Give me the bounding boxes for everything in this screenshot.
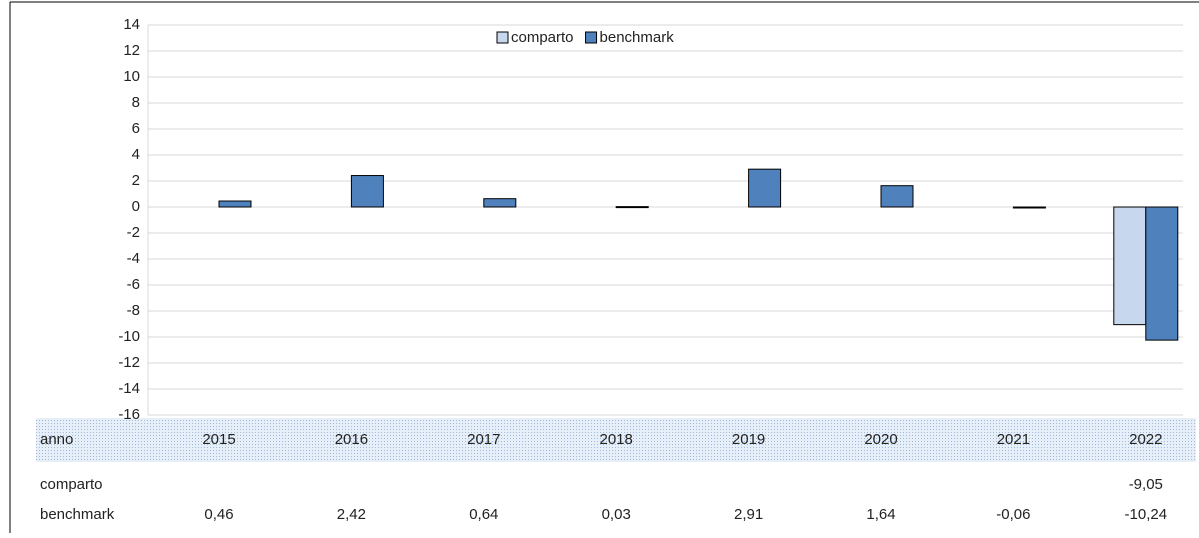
y-tick-label: 0 — [132, 198, 140, 215]
table-header-band — [36, 418, 1196, 462]
y-tick-label: -2 — [127, 224, 140, 241]
table-header: anno — [40, 431, 73, 448]
table-row-label: comparto — [40, 476, 103, 493]
table-year: 2020 — [864, 431, 897, 448]
table-value: -9,05 — [1129, 476, 1163, 493]
bar — [615, 206, 649, 209]
table-value: 1,64 — [866, 506, 895, 523]
bar — [1113, 206, 1147, 326]
y-tick-label: -10 — [118, 328, 140, 345]
table-year: 2015 — [202, 431, 235, 448]
legend-label: benchmark — [600, 29, 675, 46]
y-tick-label: -14 — [118, 380, 140, 397]
y-tick-label: 12 — [123, 42, 140, 59]
legend-label: comparto — [511, 29, 574, 46]
table-value: 2,91 — [734, 506, 763, 523]
legend-swatch — [585, 31, 598, 44]
table-year: 2022 — [1129, 431, 1162, 448]
y-tick-label: 8 — [132, 94, 140, 111]
table-value: -0,06 — [996, 506, 1030, 523]
bar — [483, 198, 517, 208]
table-value: 2,42 — [337, 506, 366, 523]
bar — [1012, 206, 1046, 209]
table-year: 2017 — [467, 431, 500, 448]
y-tick-label: -6 — [127, 276, 140, 293]
y-tick-label: -8 — [127, 302, 140, 319]
table-year: 2021 — [997, 431, 1030, 448]
legend-swatch — [496, 31, 509, 44]
table-value: 0,64 — [469, 506, 498, 523]
bar — [350, 175, 384, 208]
bar — [880, 185, 914, 208]
y-tick-label: 6 — [132, 120, 140, 137]
table-year: 2018 — [600, 431, 633, 448]
table-value: 0,03 — [602, 506, 631, 523]
table-value: 0,46 — [204, 506, 233, 523]
y-tick-label: 4 — [132, 146, 140, 163]
table-value: -10,24 — [1125, 506, 1168, 523]
bar — [218, 200, 252, 208]
y-tick-label: -16 — [118, 406, 140, 423]
table-year: 2016 — [335, 431, 368, 448]
bar — [748, 168, 782, 208]
y-tick-label: 10 — [123, 68, 140, 85]
y-tick-label: -12 — [118, 354, 140, 371]
y-tick-label: -4 — [127, 250, 140, 267]
table-row-label: benchmark — [40, 506, 115, 523]
bar — [1145, 206, 1179, 341]
y-tick-label: 14 — [123, 16, 140, 33]
y-tick-label: 2 — [132, 172, 140, 189]
table-year: 2019 — [732, 431, 765, 448]
